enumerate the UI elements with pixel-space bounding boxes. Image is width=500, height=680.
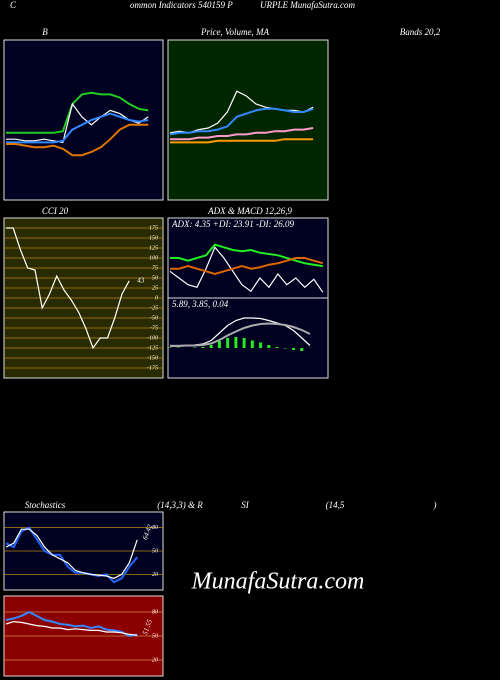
- series-line: [170, 138, 314, 144]
- panel-title: (14,3,3) & R: [157, 500, 203, 510]
- histogram-bar: [292, 348, 296, 350]
- y-tick-label: -75: [150, 325, 158, 331]
- series-line: [6, 102, 149, 144]
- panel-title: CCI 20: [42, 206, 69, 216]
- y-tick-label: 100: [149, 255, 158, 261]
- histogram-bar: [226, 338, 230, 348]
- series-line: [5, 526, 138, 584]
- histogram-bar: [242, 338, 246, 348]
- series-line: [169, 107, 314, 136]
- histogram-bar: [250, 340, 254, 348]
- panel-title: Stochastics: [25, 500, 66, 510]
- series-line: [170, 322, 311, 347]
- y-tick-label: 50: [152, 548, 158, 554]
- panel-annotation: 5.89, 3.85, 0.04: [172, 299, 229, 309]
- panel-title: Bands 20,2: [400, 27, 441, 37]
- y-tick-label: 20: [152, 572, 158, 578]
- header-text: URPLE MunafaSutra.com: [260, 0, 355, 10]
- y-tick-label: 175: [149, 225, 158, 231]
- histogram-bar: [176, 347, 180, 348]
- histogram-bar: [300, 348, 304, 351]
- y-tick-label: -100: [147, 335, 158, 341]
- histogram-bar: [234, 337, 238, 348]
- panel-title: B: [42, 27, 48, 37]
- y-tick-label: 80: [152, 609, 158, 615]
- panel-title: SI: [241, 500, 250, 510]
- y-tick-label: 80: [152, 525, 158, 531]
- series-line: [170, 257, 324, 276]
- panel: [3, 39, 164, 201]
- value-label: 43: [137, 276, 145, 284]
- panel-title: ): [433, 500, 437, 510]
- histogram-bar: [267, 345, 271, 348]
- series-line: [5, 620, 138, 636]
- header-text: ommon Indicators 540159 P: [130, 0, 233, 10]
- y-tick-label: 25: [152, 285, 158, 291]
- y-tick-label: -25: [150, 305, 158, 311]
- y-tick-label: 20: [152, 657, 158, 663]
- histogram-bar: [201, 347, 205, 348]
- y-tick-label: -150: [147, 355, 158, 361]
- panel-title: (14,5: [326, 500, 345, 510]
- panel: [167, 39, 329, 201]
- series-line: [169, 246, 324, 293]
- series-line: [5, 610, 138, 638]
- series-line: [6, 112, 149, 144]
- histogram-bar: [168, 347, 172, 348]
- histogram-bar: [275, 347, 279, 348]
- panel-title: ADX & MACD 12,26,9: [207, 206, 292, 216]
- histogram-bar: [217, 341, 221, 348]
- histogram-bar: [283, 348, 287, 349]
- series-line: [170, 243, 323, 268]
- y-tick-label: 50: [152, 275, 158, 281]
- series-line: [170, 127, 314, 141]
- y-tick-label: 75: [152, 265, 158, 271]
- histogram-bar: [193, 347, 197, 348]
- panel-title: Price, Volume, MA: [200, 27, 269, 37]
- series-line: [6, 227, 130, 350]
- series-line: [6, 91, 149, 134]
- y-tick-label: -125: [147, 345, 158, 351]
- y-tick-label: -50: [150, 315, 158, 321]
- header-text: C: [10, 0, 17, 10]
- series-line: [5, 528, 138, 579]
- y-tick-label: 50: [152, 633, 158, 639]
- series-line: [6, 123, 149, 157]
- histogram-bar: [259, 342, 263, 348]
- histogram-bar: [209, 345, 213, 348]
- panel: [167, 297, 329, 379]
- y-tick-label: -175: [147, 365, 158, 371]
- y-tick-label: 125: [149, 245, 158, 251]
- y-tick-label: 0: [155, 295, 158, 301]
- panel-annotation: ADX: 4.35 +DI: 23.91 -DI: 26.09: [171, 219, 295, 229]
- y-tick-label: 150: [149, 235, 158, 241]
- watermark: MunafaSutra.com: [191, 569, 365, 595]
